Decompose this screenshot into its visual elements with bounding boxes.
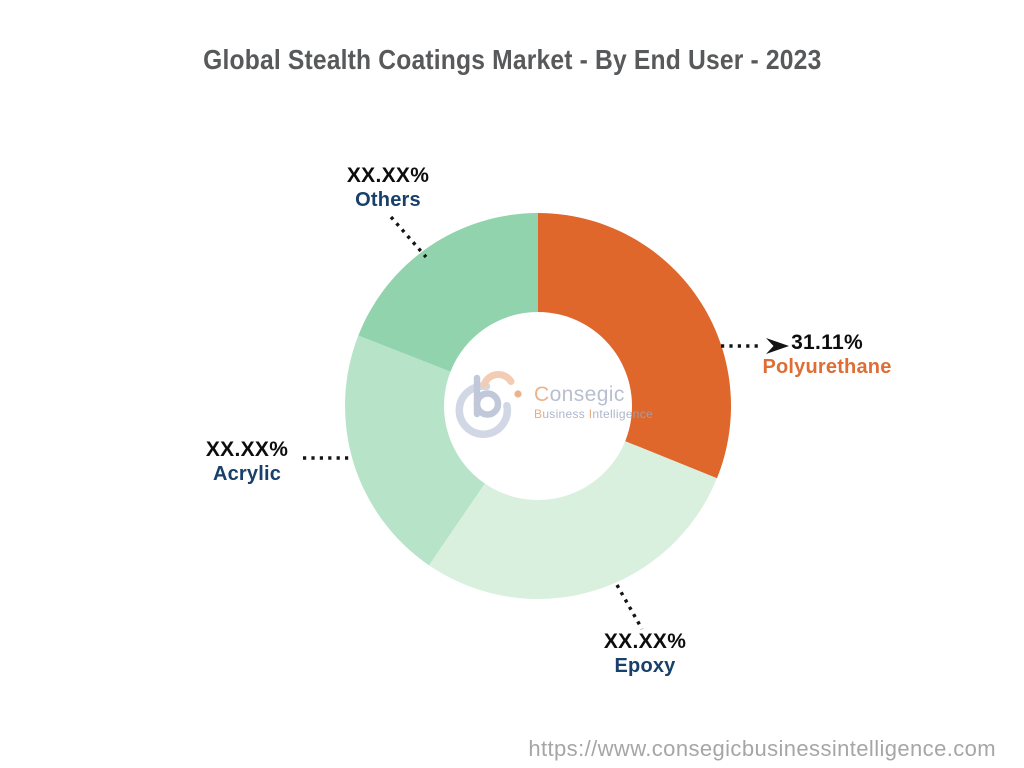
brand-tagline: Business Intelligence	[534, 406, 653, 422]
slice-acrylic	[345, 335, 485, 566]
brand-initial: C	[534, 383, 550, 406]
donut-slices	[345, 213, 731, 600]
tagline-initial-2: I	[588, 407, 593, 421]
segment-value-acrylic: XX.XX%	[205, 438, 289, 461]
segment-name-epoxy: Epoxy	[614, 655, 676, 677]
tagline-part-2: ntelligence	[592, 407, 654, 421]
segment-value-epoxy: XX.XX%	[603, 630, 687, 653]
segment-label-acrylic: XX.XX% Acrylic	[147, 438, 347, 486]
footer-url: https://www.consegicbusinessintelligence…	[528, 736, 996, 761]
segment-name-acrylic: Acrylic	[212, 463, 282, 485]
leader-line-others	[389, 215, 428, 259]
page-title-text: Global Stealth Coatings Market - By End …	[202, 44, 822, 75]
brand-name: Consegic	[534, 384, 653, 406]
segment-name-others: Others	[355, 189, 421, 211]
slice-epoxy	[428, 441, 717, 600]
segment-label-epoxy: XX.XX% Epoxy	[545, 630, 745, 678]
segment-value-others: XX.XX%	[346, 164, 430, 187]
slice-polyurethane	[538, 213, 731, 479]
arrow-icon	[766, 338, 789, 354]
segment-name-polyurethane: Polyurethane	[762, 356, 892, 378]
segment-label-polyurethane: 31.11% Polyurethane	[727, 331, 927, 379]
tagline-part-1: usiness	[542, 407, 589, 421]
page-title: Global Stealth Coatings Market - By End …	[0, 44, 1024, 76]
brand-rest: onsegic	[549, 383, 625, 406]
watermark-logo: Consegic Business Intelligence	[448, 364, 678, 442]
consegic-b-icon	[455, 371, 522, 438]
tagline-initial-1: B	[534, 407, 543, 421]
segment-label-others: XX.XX% Others	[288, 164, 488, 212]
segment-value-polyurethane: 31.11%	[791, 331, 863, 354]
logo-wordmark: Consegic Business Intelligence	[534, 384, 653, 422]
slice-others	[358, 213, 538, 372]
leader-line-epoxy	[615, 584, 644, 630]
